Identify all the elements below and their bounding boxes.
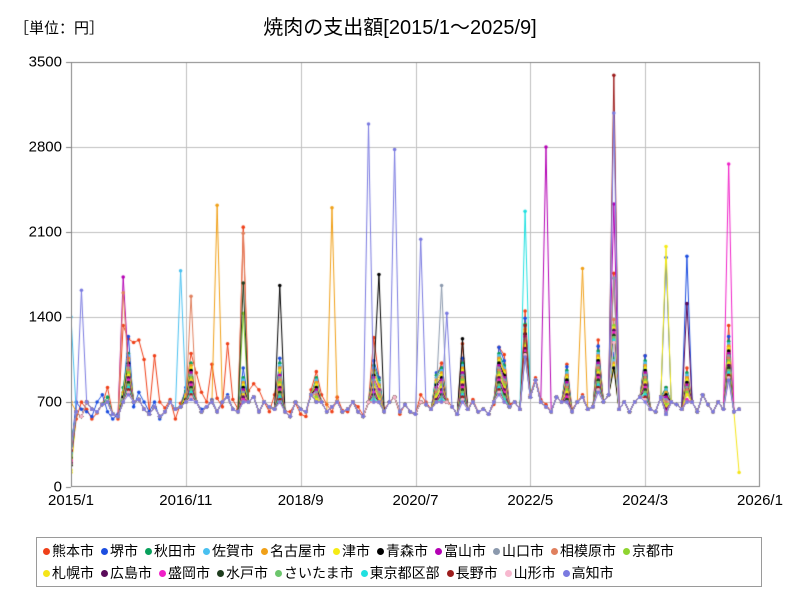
legend-label: さいたま市 (284, 565, 354, 581)
legend-item[interactable]: 京都市 (623, 544, 674, 558)
legend-label: 京都市 (632, 543, 674, 559)
y-axis-tick-label: 700 (36, 393, 62, 411)
legend-label: 堺市 (110, 543, 138, 559)
x-axis-tick-label: 2015/1 (48, 492, 94, 509)
legend-label: 長野市 (455, 565, 498, 581)
y-axis-tick-label: 3500 (28, 53, 62, 71)
legend-item[interactable]: 盛岡市 (159, 566, 210, 580)
legend-marker-icon (377, 547, 384, 555)
legend-label: 盛岡市 (168, 565, 210, 581)
y-axis-tick-label: 1400 (28, 308, 62, 326)
legend-label: 秋田市 (154, 543, 196, 559)
legend-item[interactable]: 相模原市 (551, 544, 616, 558)
legend-item[interactable]: 富山市 (435, 544, 486, 558)
legend-label: 高知市 (571, 565, 614, 581)
legend-item[interactable]: 堺市 (101, 544, 138, 558)
legend-item[interactable]: 高知市 (562, 565, 614, 581)
legend-marker-icon (43, 569, 50, 577)
legend-label: 佐賀市 (212, 543, 254, 559)
legend-marker-icon (43, 547, 50, 555)
legend-marker-icon (203, 547, 210, 555)
legend-marker-icon (446, 569, 454, 577)
legend-label: 相模原市 (560, 543, 616, 559)
legend-row: 札幌市 広島市 盛岡市 水戸市 さいたま市 東京都区部 長野市 山形市 高知市 (43, 562, 621, 584)
x-axis-tick-label: 2022/5 (507, 492, 554, 509)
legend-marker-icon (101, 547, 108, 555)
legend-label: 山口市 (502, 543, 544, 559)
legend-item[interactable]: 山口市 (493, 544, 544, 558)
legend-label: 青森市 (386, 543, 428, 559)
x-axis-tick-label: 2016/11 (159, 492, 213, 509)
legend-label: 熊本市 (52, 543, 94, 559)
legend-label: 札幌市 (52, 565, 94, 581)
legend-marker-icon (159, 569, 166, 577)
x-axis-tick-label: 2026/1 (737, 492, 783, 509)
legend-label: 山形市 (513, 565, 556, 581)
legend-marker-icon (275, 569, 282, 577)
legend-item[interactable]: 広島市 (101, 566, 152, 580)
legend-item[interactable]: 津市 (333, 544, 370, 558)
y-axis-tick-label: 0 (53, 478, 62, 496)
legend-marker-icon (145, 547, 152, 555)
legend-marker-icon (261, 547, 268, 555)
legend-marker-icon (435, 547, 442, 555)
legend-row: 熊本市 堺市 秋田市 佐賀市 名古屋市 津市 青森市 富山市 山口市 相模原市 京都市 (43, 540, 681, 562)
legend-label: 水戸市 (226, 565, 268, 581)
legend-item[interactable]: 札幌市 (43, 566, 94, 580)
legend-label: 東京都区部 (369, 565, 440, 581)
legend-item[interactable]: 佐賀市 (203, 544, 254, 558)
legend-marker-icon (217, 569, 224, 577)
legend-marker-icon (551, 547, 558, 555)
legend-item[interactable]: 熊本市 (43, 544, 94, 558)
legend-item[interactable]: 秋田市 (145, 544, 196, 558)
chart-legend: 熊本市 堺市 秋田市 佐賀市 名古屋市 津市 青森市 富山市 山口市 相模原市 京都市 札幌市 広島市… (36, 537, 762, 587)
legend-item[interactable]: 名古屋市 (261, 544, 326, 558)
legend-label: 津市 (342, 543, 370, 559)
legend-item[interactable]: 東京都区部 (360, 565, 440, 581)
x-axis-tick-label: 2024/3 (622, 492, 669, 509)
legend-marker-icon (504, 569, 512, 577)
legend-item[interactable]: さいたま市 (275, 566, 354, 580)
legend-label: 名古屋市 (270, 543, 326, 559)
legend-marker-icon (623, 547, 630, 555)
legend-marker-icon (562, 569, 570, 577)
y-axis-tick-label: 2800 (28, 138, 62, 156)
legend-marker-icon (333, 547, 340, 555)
legend-item[interactable]: 水戸市 (217, 566, 268, 580)
x-axis-tick-label: 2018/9 (277, 492, 324, 509)
legend-item[interactable]: 山形市 (504, 565, 556, 581)
legend-label: 広島市 (110, 565, 152, 581)
legend-marker-icon (493, 547, 500, 555)
legend-item[interactable]: 長野市 (446, 565, 498, 581)
legend-marker-icon (101, 569, 108, 577)
legend-item[interactable]: 青森市 (377, 544, 428, 558)
x-axis-tick-label: 2020/7 (392, 492, 439, 509)
legend-label: 富山市 (444, 543, 486, 559)
legend-marker-icon (360, 569, 368, 577)
y-axis-tick-label: 2100 (28, 223, 62, 241)
